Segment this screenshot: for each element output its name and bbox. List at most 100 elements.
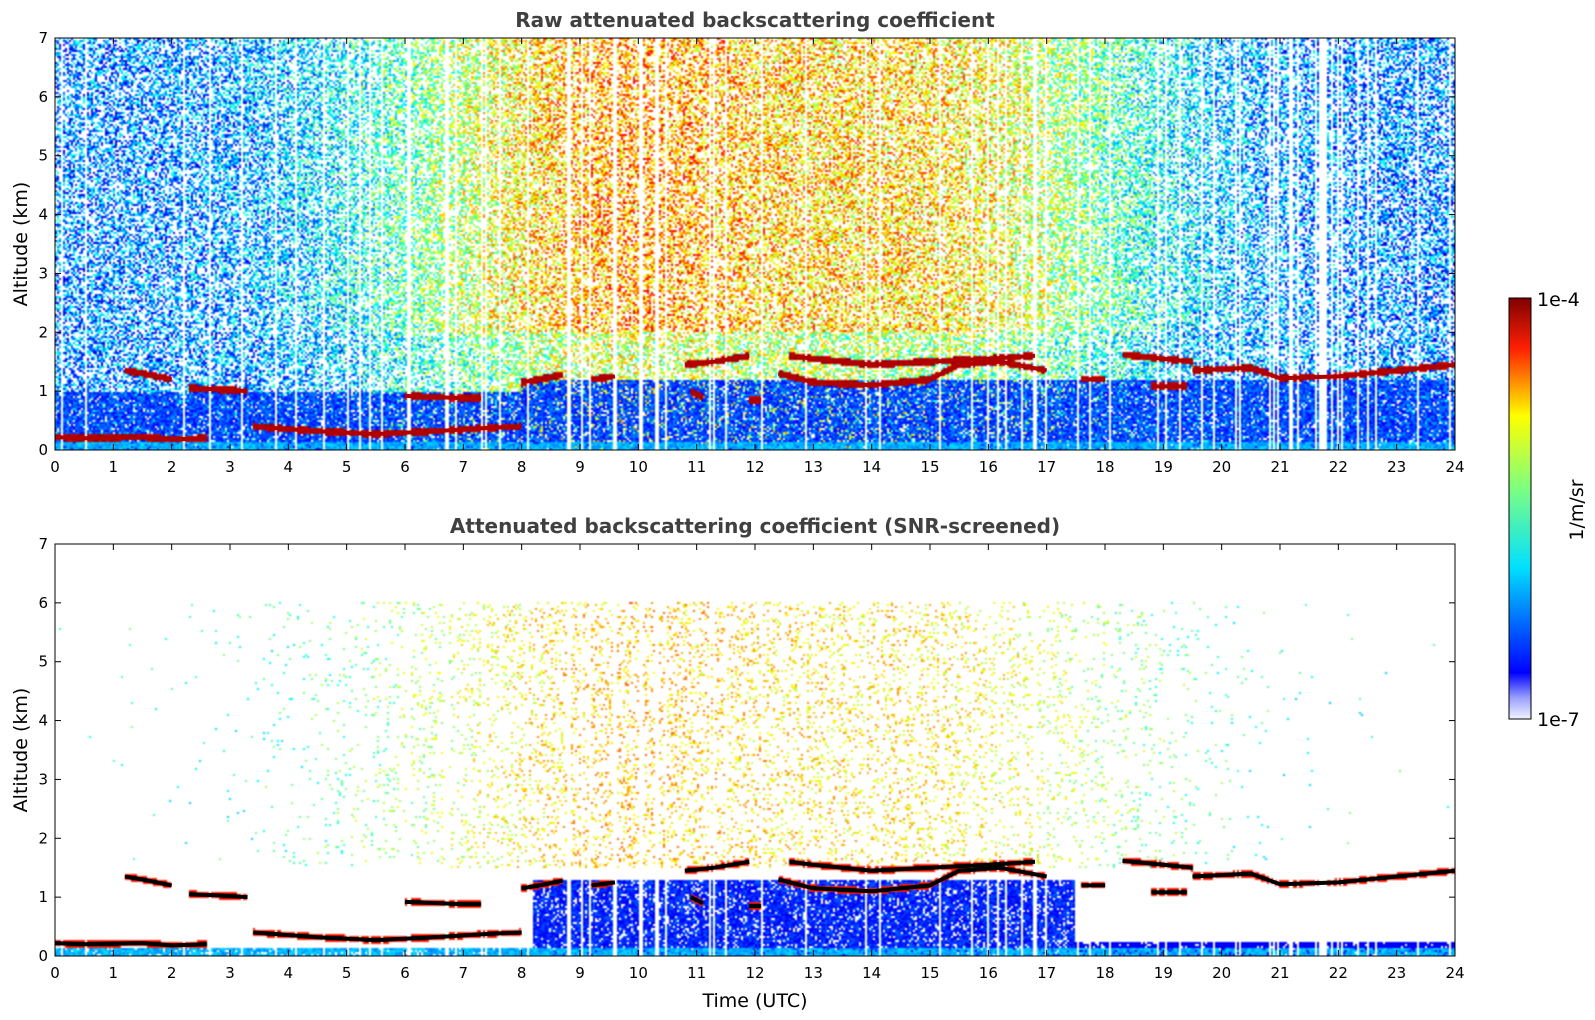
aerosol-layer-line [521,372,563,385]
x-tick-label: 17 [1037,964,1056,982]
y-tick-label: 4 [38,206,48,224]
x-tick-label: 2 [167,458,177,476]
x-tick-label: 1 [109,458,119,476]
aerosol-layer-line [684,859,750,873]
top-panel-title: Raw attenuated backscattering coefficien… [515,8,995,32]
x-tick-label: 9 [575,964,585,982]
aerosol-layer-line [521,878,563,891]
aerosol-layer-line [777,359,1048,388]
x-tick-label: 5 [342,964,352,982]
x-tick-label: 6 [400,458,410,476]
y-tick-label: 5 [38,653,48,671]
aerosol-layer-line [124,874,173,888]
aerosol-layer-line [1192,362,1455,381]
top-panel: Raw attenuated backscattering coefficien… [10,8,1465,476]
x-tick-label: 20 [1212,458,1231,476]
x-tick-label: 24 [1445,964,1464,982]
x-tick-label: 10 [629,458,648,476]
x-tick-label: 22 [1329,458,1348,476]
bottom-y-ticks: 0 1 2 3 4 5 6 7 [38,535,1455,965]
x-tick-label: 21 [1270,458,1289,476]
x-tick-label: 15 [920,964,939,982]
top-aerosol-layers [55,352,1455,442]
y-tick-label: 0 [38,947,48,965]
x-tick-label: 12 [745,458,764,476]
x-tick-label: 21 [1270,964,1289,982]
y-tick-label: 7 [38,29,48,47]
x-tick-label: 1 [109,964,119,982]
x-tick-label: 14 [862,458,881,476]
aerosol-layer-line [684,353,750,367]
x-tick-label: 3 [225,458,235,476]
x-tick-label: 7 [459,458,469,476]
x-tick-label: 7 [459,964,469,982]
colorbar-gradient [1508,297,1532,720]
aerosol-layer-line [1192,868,1455,887]
y-tick-label: 7 [38,535,48,553]
y-tick-label: 1 [38,888,48,906]
aerosol-layer-line [124,368,173,382]
x-tick-label: 3 [225,964,235,982]
colorbar-max-label: 1e-4 [1537,289,1580,311]
x-tick-label: 8 [517,458,527,476]
top-y-ticks: 0 1 2 3 4 5 6 7 [38,29,1455,459]
aerosol-layer-line [789,353,1036,367]
aerosol-layer-line [591,374,616,382]
aerosol-layer-line [55,435,207,442]
aerosol-layer-line [591,880,616,888]
x-tick-label: 20 [1212,964,1231,982]
x-tick-label: 22 [1329,964,1348,982]
colorbar-unit-label: 1/m/sr [1566,479,1588,540]
top-x-ticks: 0 1 2 3 4 5 6 7 8 9 10 11 12 13 14 15 16 17 18 19 20 21 22 23 24 [50,38,1465,476]
x-tick-label: 10 [629,964,648,982]
y-tick-label: 6 [38,594,48,612]
aerosol-layer-line [689,389,704,399]
x-tick-label: 4 [284,964,294,982]
top-heatmap-image [55,38,1455,450]
y-tick-label: 1 [38,382,48,400]
colorbar: 1e-4 1e-7 1/m/sr [1508,289,1588,731]
x-tick-label: 16 [979,964,998,982]
x-tick-label: 23 [1387,458,1406,476]
colorbar-min-label: 1e-7 [1537,709,1580,731]
x-tick-label: 17 [1037,458,1056,476]
x-tick-label: 2 [167,964,177,982]
x-tick-label: 18 [1095,964,1114,982]
x-tick-label: 24 [1445,458,1464,476]
bottom-aerosol-layers [55,858,1455,948]
x-tick-label: 0 [50,458,60,476]
aerosol-layer-line [1122,858,1193,870]
top-y-axis-label: Altitude (km) [10,182,32,307]
x-tick-label: 11 [687,458,706,476]
x-tick-label: 15 [920,458,939,476]
bottom-y-axis-label: Altitude (km) [10,688,32,813]
x-tick-label: 5 [342,458,352,476]
y-tick-label: 0 [38,441,48,459]
x-tick-label: 13 [804,458,823,476]
x-tick-label: 0 [50,964,60,982]
aerosol-layer-line [404,899,481,907]
bottom-panel: Attenuated backscattering coefficient (S… [10,514,1465,1012]
aerosol-layer-line [404,393,481,401]
x-tick-label: 12 [745,964,764,982]
bottom-heatmap-image [55,544,1455,956]
y-tick-label: 3 [38,264,48,282]
x-tick-label: 14 [862,964,881,982]
aerosol-layer-line [777,865,1048,894]
x-tick-label: 23 [1387,964,1406,982]
x-tick-label: 11 [687,964,706,982]
y-tick-label: 2 [38,829,48,847]
x-tick-label: 16 [979,458,998,476]
x-tick-label: 6 [400,964,410,982]
y-tick-label: 2 [38,323,48,341]
x-tick-label: 19 [1154,964,1173,982]
x-tick-label: 4 [284,458,294,476]
bottom-panel-title: Attenuated backscattering coefficient (S… [450,514,1060,538]
x-tick-label: 13 [804,964,823,982]
aerosol-layer-line [689,895,704,905]
aerosol-layer-line [189,386,248,394]
aerosol-layer-line [253,930,522,943]
x-tick-label: 9 [575,458,585,476]
aerosol-layer-line [789,859,1036,873]
y-tick-label: 3 [38,770,48,788]
